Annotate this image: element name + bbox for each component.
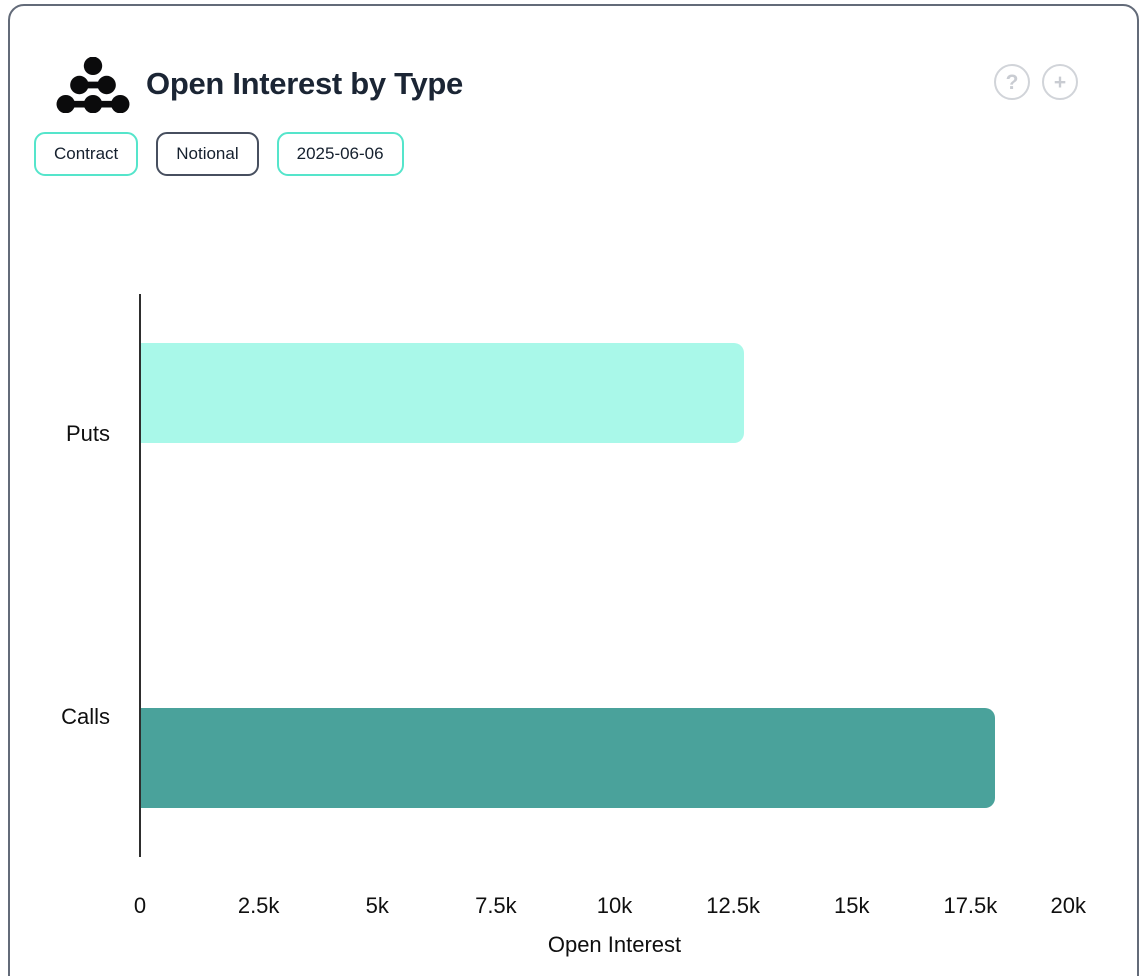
contract-button[interactable]: Contract [34,132,139,176]
x-axis-title: Open Interest [547,932,682,957]
y-tick-label-puts: Puts [65,421,110,446]
x-tick-label: 10k [596,893,633,918]
page-title: Open Interest by Type [146,66,463,101]
x-tick-label: 20k [1050,893,1086,918]
x-tick-label: 15k [834,893,870,918]
x-tick-label: 7.5k [475,893,517,918]
y-tick-label-calls: Calls [61,704,110,729]
x-tick-label: 0 [133,893,147,918]
notional-button[interactable]: Notional [156,132,259,176]
puts-bar[interactable] [141,343,744,443]
date-button[interactable]: 2025-06-06 [276,132,404,176]
x-tick-label: 2.5k [237,893,280,918]
x-tick-label: 5k [365,893,389,918]
x-tick-label: 12.5k [706,893,761,918]
y-axis-line [139,294,141,857]
x-tick-label: 17.5k [943,893,998,918]
help-icon[interactable]: ? [994,64,1030,100]
header-icon-group: ? + [994,64,1078,100]
calls-bar[interactable] [141,708,995,808]
toolbar: Contract Notional 2025-06-06 [34,132,404,176]
amberdata-logo [56,57,130,113]
add-icon[interactable]: + [1042,64,1078,100]
